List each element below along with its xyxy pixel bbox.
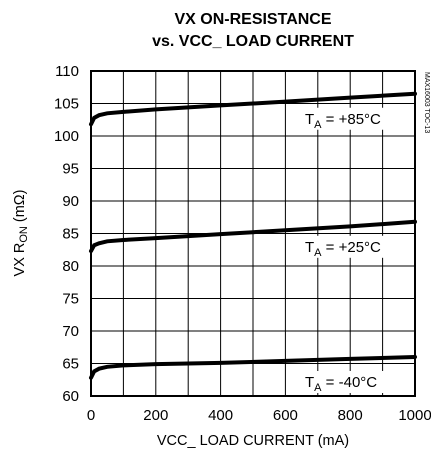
- x-tick-label: 800: [338, 407, 363, 424]
- series-label-sub: A: [314, 247, 322, 259]
- series-label-rest: = +85°C: [322, 111, 382, 128]
- y-tick-label: 60: [62, 388, 79, 405]
- x-tick-label: 200: [143, 407, 168, 424]
- chart-title-line2: vs. VCC_ LOAD CURRENT: [152, 33, 354, 50]
- series-label-0: TA = +85°C: [305, 111, 381, 131]
- series-line-1: [89, 219, 417, 254]
- series-line-2: [89, 355, 417, 380]
- series-label-background: [301, 235, 389, 258]
- y-tick-label: 105: [54, 96, 79, 113]
- y-tick-label: 100: [54, 128, 79, 145]
- series-label-main: T: [305, 239, 314, 256]
- series-label-1: TA = +25°C: [305, 239, 381, 259]
- chart-title-line1: VX ON-RESISTANCE: [174, 11, 331, 28]
- y-tick-label: 80: [62, 258, 79, 275]
- side-note: MAX16003 TOC-13: [423, 72, 430, 133]
- x-axis-label: VCC_ LOAD CURRENT (mA): [157, 433, 349, 449]
- series-label-sub: A: [314, 382, 322, 394]
- series-label-background: [301, 371, 389, 393]
- x-tick-label: 0: [87, 407, 95, 424]
- x-tick-label: 400: [208, 407, 233, 424]
- series-label-background: [301, 107, 389, 130]
- x-tick-label: 600: [273, 407, 298, 424]
- y-tick-label: 65: [62, 356, 79, 373]
- series-label-2: TA = -40°C: [305, 374, 377, 394]
- series-label-rest: = +25°C: [322, 239, 382, 256]
- series-line-0: [89, 91, 417, 127]
- tick-labels: 60 65 70 75 80 85 90 95 100 105 110 0 200 400 600 800 10…: [54, 63, 431, 424]
- series-lines: [89, 91, 417, 380]
- y-tick-label: 95: [62, 161, 79, 178]
- y-tick-label: 85: [62, 226, 79, 243]
- y-tick-label: 110: [55, 63, 79, 80]
- y-tick-label: 90: [62, 193, 79, 210]
- plot-frame: [90, 70, 416, 397]
- series-label-sub: A: [314, 119, 322, 131]
- y-axis-label-unit: (mΩ): [12, 190, 28, 227]
- y-axis-label: VX RON (mΩ): [12, 190, 30, 277]
- y-axis-label-main: VX R: [12, 243, 28, 277]
- series-label-main: T: [305, 111, 314, 128]
- y-axis-label-sub: ON: [18, 226, 30, 243]
- series-label-main: T: [305, 374, 314, 391]
- y-tick-label: 70: [62, 323, 79, 340]
- series-label-rest: = -40°C: [322, 374, 378, 391]
- x-tick-label: 1000: [398, 407, 431, 424]
- y-tick-label: 75: [62, 291, 79, 308]
- series-labels: TA = +85°CTA = +25°CTA = -40°C: [301, 107, 389, 394]
